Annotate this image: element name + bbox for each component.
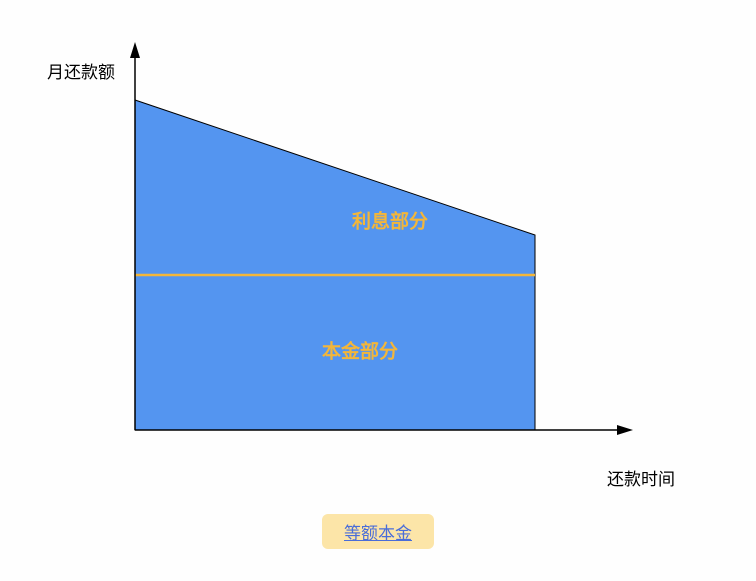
- interest-region-label: 利息部分: [352, 207, 428, 234]
- chart-svg: [135, 60, 655, 460]
- x-axis-arrow: [617, 425, 633, 435]
- y-axis-label: 月还款额: [47, 58, 115, 83]
- chart-area: 月还款额 还款时间 利息部分本金部分: [135, 60, 655, 460]
- payment-area-shape: [135, 100, 535, 430]
- principal-region-label: 本金部分: [322, 337, 398, 364]
- caption-link-button[interactable]: 等额本金: [322, 514, 434, 549]
- caption-link-label: 等额本金: [344, 524, 412, 543]
- x-axis-label: 还款时间: [607, 465, 675, 490]
- y-axis-arrow: [130, 42, 140, 58]
